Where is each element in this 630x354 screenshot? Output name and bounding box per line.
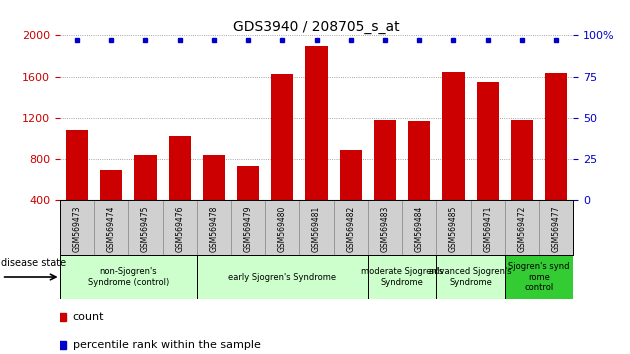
Bar [203, 155, 225, 241]
Text: advanced Sjogren's
Syndrome: advanced Sjogren's Syndrome [429, 267, 512, 287]
Bar [134, 155, 156, 241]
Bar [368, 255, 437, 299]
Text: GSM569471: GSM569471 [483, 205, 492, 252]
Bar [306, 46, 328, 241]
Bar [60, 255, 197, 299]
Text: non-Sjogren's
Syndrome (control): non-Sjogren's Syndrome (control) [88, 267, 169, 287]
Text: GSM569474: GSM569474 [106, 205, 116, 252]
Bar [505, 255, 573, 299]
Bar [442, 73, 464, 241]
Text: count: count [72, 312, 104, 322]
Bar [374, 120, 396, 241]
Text: GSM569479: GSM569479 [244, 205, 253, 252]
Text: moderate Sjogren's
Syndrome: moderate Sjogren's Syndrome [361, 267, 444, 287]
Text: GSM569473: GSM569473 [72, 205, 81, 252]
Text: GSM569482: GSM569482 [346, 205, 355, 252]
Bar [272, 74, 294, 241]
Text: GSM569475: GSM569475 [141, 205, 150, 252]
Bar [511, 120, 533, 241]
Text: GSM569480: GSM569480 [278, 205, 287, 252]
Text: GSM569472: GSM569472 [517, 205, 527, 252]
Text: GSM569483: GSM569483 [381, 205, 389, 252]
Bar [408, 121, 430, 241]
Text: GSM569485: GSM569485 [449, 205, 458, 252]
Title: GDS3940 / 208705_s_at: GDS3940 / 208705_s_at [233, 21, 400, 34]
Text: early Sjogren's Syndrome: early Sjogren's Syndrome [228, 273, 336, 281]
Bar [340, 150, 362, 241]
Text: GSM569476: GSM569476 [175, 205, 184, 252]
Bar [545, 74, 567, 241]
Text: disease state: disease state [1, 258, 66, 268]
Bar [477, 82, 499, 241]
Bar [169, 136, 191, 241]
Bar [237, 166, 259, 241]
Text: GSM569478: GSM569478 [209, 205, 219, 252]
Bar [66, 130, 88, 241]
Bar [437, 255, 505, 299]
Bar [197, 255, 368, 299]
Text: GSM569484: GSM569484 [415, 205, 424, 252]
Bar [100, 170, 122, 241]
Text: GSM569477: GSM569477 [552, 205, 561, 252]
Text: percentile rank within the sample: percentile rank within the sample [72, 340, 261, 350]
Text: GSM569481: GSM569481 [312, 205, 321, 252]
Text: Sjogren's synd
rome
control: Sjogren's synd rome control [508, 262, 570, 292]
